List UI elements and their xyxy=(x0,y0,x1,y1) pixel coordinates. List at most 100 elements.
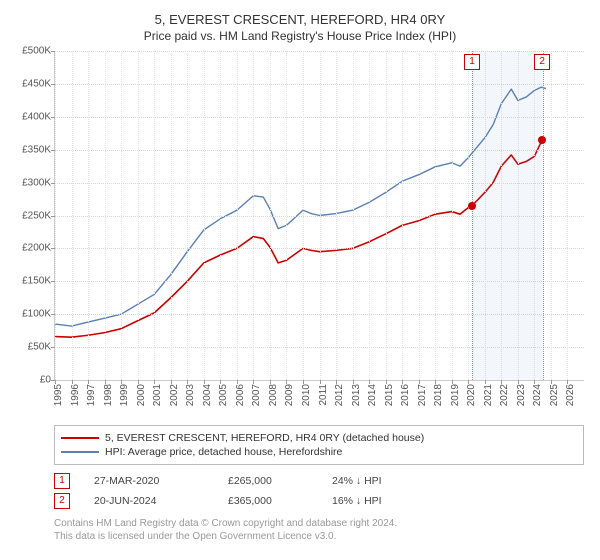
x-tick-label: 2002 xyxy=(169,384,180,406)
grid-line-v xyxy=(452,51,453,380)
title-main: 5, EVEREST CRESCENT, HEREFORD, HR4 0RY xyxy=(10,12,590,27)
x-tick-label: 2009 xyxy=(284,384,295,406)
grid-line-v xyxy=(253,51,254,380)
x-tick-label: 1995 xyxy=(53,384,64,406)
grid-line-v xyxy=(303,51,304,380)
legend-row: HPI: Average price, detached house, Here… xyxy=(61,446,577,458)
x-tick-label: 2007 xyxy=(251,384,262,406)
x-tick-label: 2017 xyxy=(417,384,428,406)
x-tick-label: 1998 xyxy=(103,384,114,406)
legend-label: 5, EVEREST CRESCENT, HEREFORD, HR4 0RY (… xyxy=(105,432,424,444)
x-tick-label: 2003 xyxy=(185,384,196,406)
x-tick-label: 2006 xyxy=(235,384,246,406)
grid-line-v xyxy=(55,51,56,380)
x-tick-label: 2011 xyxy=(318,384,329,406)
attribution-line-2: This data is licensed under the Open Gov… xyxy=(54,530,584,543)
sale-row-diff: 24% ↓ HPI xyxy=(332,475,382,487)
x-tick-label: 2000 xyxy=(136,384,147,406)
grid-line-v xyxy=(72,51,73,380)
legend-row: 5, EVEREST CRESCENT, HEREFORD, HR4 0RY (… xyxy=(61,432,577,444)
x-tick-label: 2004 xyxy=(202,384,213,406)
y-tick-label: £350K xyxy=(11,144,51,155)
y-tick-label: £100K xyxy=(11,309,51,320)
grid-line-v xyxy=(402,51,403,380)
grid-line-v xyxy=(320,51,321,380)
grid-line-v xyxy=(419,51,420,380)
x-tick-label: 2014 xyxy=(367,384,378,406)
x-tick-label: 2024 xyxy=(532,384,543,406)
sale-row: 2 20-JUN-2024 £365,000 16% ↓ HPI xyxy=(54,493,584,509)
x-tick-label: 2013 xyxy=(351,384,362,406)
attribution-text: Contains HM Land Registry data © Crown c… xyxy=(54,517,584,543)
grid-line-v xyxy=(88,51,89,380)
x-tick-label: 2022 xyxy=(499,384,510,406)
sale-row-price: £365,000 xyxy=(228,495,308,507)
sale-row-date: 27-MAR-2020 xyxy=(94,475,204,487)
x-tick-label: 1997 xyxy=(86,384,97,406)
x-tick-label: 2026 xyxy=(565,384,576,406)
grid-line-v xyxy=(386,51,387,380)
x-tick-label: 2021 xyxy=(483,384,494,406)
sale-row-date: 20-JUN-2024 xyxy=(94,495,204,507)
x-tick-label: 1996 xyxy=(70,384,81,406)
title-sub: Price paid vs. HM Land Registry's House … xyxy=(10,29,590,43)
x-tick-label: 2015 xyxy=(384,384,395,406)
sale-marker-1: 1 xyxy=(464,54,480,70)
sale-row-diff: 16% ↓ HPI xyxy=(332,495,382,507)
grid-line-v xyxy=(336,51,337,380)
x-tick-label: 2001 xyxy=(152,384,163,406)
legend-box: 5, EVEREST CRESCENT, HEREFORD, HR4 0RY (… xyxy=(54,425,584,465)
sales-table: 1 27-MAR-2020 £265,000 24% ↓ HPI 2 20-JUN-202… xyxy=(54,473,584,509)
x-tick-label: 2005 xyxy=(218,384,229,406)
legend-label: HPI: Average price, detached house, Here… xyxy=(105,446,342,458)
grid-line-v xyxy=(435,51,436,380)
sale-period-band xyxy=(472,51,544,380)
sale-dot-2 xyxy=(538,136,546,144)
x-tick-label: 1999 xyxy=(119,384,130,406)
y-tick-label: £450K xyxy=(11,78,51,89)
grid-line-v xyxy=(187,51,188,380)
x-tick-label: 2020 xyxy=(466,384,477,406)
legend-swatch xyxy=(61,451,99,453)
y-tick-label: £50K xyxy=(11,342,51,353)
x-tick-label: 2025 xyxy=(549,384,560,406)
grid-line-v xyxy=(286,51,287,380)
x-tick-label: 2012 xyxy=(334,384,345,406)
grid-line-v xyxy=(237,51,238,380)
sale-row: 1 27-MAR-2020 £265,000 24% ↓ HPI xyxy=(54,473,584,489)
y-tick-label: £0 xyxy=(11,375,51,386)
y-tick-label: £200K xyxy=(11,243,51,254)
x-tick-label: 2018 xyxy=(433,384,444,406)
sale-row-marker: 2 xyxy=(54,493,70,509)
y-tick-label: £500K xyxy=(11,46,51,57)
sale-row-price: £265,000 xyxy=(228,475,308,487)
chart-plot-area: £0£50K£100K£150K£200K£250K£300K£350K£400… xyxy=(54,51,584,381)
grid-line-v xyxy=(171,51,172,380)
sale-row-marker: 1 xyxy=(54,473,70,489)
x-tick-label: 2019 xyxy=(450,384,461,406)
y-tick-label: £300K xyxy=(11,177,51,188)
x-tick-label: 2023 xyxy=(516,384,527,406)
x-tick-label: 2010 xyxy=(301,384,312,406)
grid-line-v xyxy=(270,51,271,380)
chart-container: £0£50K£100K£150K£200K£250K£300K£350K£400… xyxy=(54,51,584,381)
grid-line-v xyxy=(468,51,469,380)
y-tick-label: £400K xyxy=(11,111,51,122)
sale-marker-2: 2 xyxy=(534,54,550,70)
attribution-line-1: Contains HM Land Registry data © Crown c… xyxy=(54,517,584,530)
grid-line-v xyxy=(204,51,205,380)
y-tick-label: £250K xyxy=(11,210,51,221)
y-tick-label: £150K xyxy=(11,276,51,287)
x-tick-label: 2008 xyxy=(268,384,279,406)
x-tick-label: 2016 xyxy=(400,384,411,406)
legend-swatch xyxy=(61,437,99,439)
grid-line-v xyxy=(154,51,155,380)
grid-line-v xyxy=(551,51,552,380)
grid-line-v xyxy=(121,51,122,380)
grid-line-v xyxy=(369,51,370,380)
grid-line-v xyxy=(138,51,139,380)
sale-dot-1 xyxy=(468,202,476,210)
grid-line-v xyxy=(105,51,106,380)
grid-line-v xyxy=(220,51,221,380)
grid-line-v xyxy=(567,51,568,380)
